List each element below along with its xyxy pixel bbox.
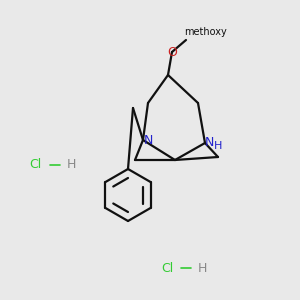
Text: Cl: Cl	[30, 158, 42, 172]
Text: H: H	[214, 141, 222, 151]
Text: N: N	[204, 136, 214, 149]
Text: H: H	[67, 158, 76, 172]
Text: O: O	[167, 46, 177, 59]
Text: N: N	[143, 134, 153, 146]
Text: Cl: Cl	[161, 262, 173, 275]
Text: methoxy: methoxy	[184, 27, 227, 37]
Text: H: H	[198, 262, 207, 275]
